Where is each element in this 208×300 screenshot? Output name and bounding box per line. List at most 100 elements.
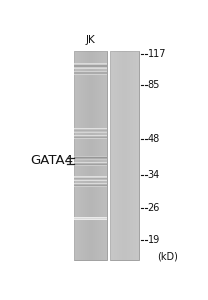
Bar	[74, 179, 107, 180]
Bar	[98, 51, 99, 260]
Bar	[94, 51, 95, 260]
Bar	[105, 51, 107, 260]
Bar	[74, 162, 107, 163]
Bar	[101, 51, 102, 260]
Bar	[81, 51, 82, 260]
Bar	[74, 131, 107, 132]
Bar	[74, 158, 107, 159]
Bar	[123, 51, 124, 260]
Bar	[74, 217, 107, 218]
Bar	[104, 51, 105, 260]
Bar	[74, 186, 107, 187]
Bar	[79, 51, 80, 260]
Bar	[74, 164, 107, 165]
Bar	[74, 163, 107, 164]
Bar	[74, 138, 107, 139]
Bar	[74, 137, 107, 138]
Bar	[74, 51, 76, 260]
Bar	[74, 51, 107, 260]
Bar	[74, 136, 107, 137]
Bar	[87, 51, 88, 260]
Bar	[74, 66, 107, 67]
Bar	[118, 51, 119, 260]
Text: 117: 117	[148, 50, 166, 59]
Bar	[133, 51, 134, 260]
Bar	[74, 218, 107, 219]
Bar	[74, 156, 107, 157]
Bar	[129, 51, 130, 260]
Bar	[74, 132, 107, 133]
Bar	[74, 128, 107, 129]
Bar	[121, 51, 122, 260]
Bar	[89, 51, 90, 260]
Bar	[74, 74, 107, 75]
Bar	[124, 51, 125, 260]
Bar	[136, 51, 137, 260]
Bar	[103, 51, 104, 260]
Bar	[76, 51, 77, 260]
Bar	[112, 51, 113, 260]
Bar	[132, 51, 133, 260]
Bar	[97, 51, 98, 260]
Bar	[74, 130, 107, 131]
Bar	[134, 51, 135, 260]
Bar	[84, 51, 85, 260]
Bar	[74, 180, 107, 181]
Bar	[93, 51, 94, 260]
Bar	[127, 51, 128, 260]
Text: (kD): (kD)	[157, 251, 178, 261]
Bar	[111, 51, 112, 260]
Bar	[130, 51, 131, 260]
Bar	[110, 51, 111, 260]
Bar	[77, 51, 78, 260]
Bar	[126, 51, 127, 260]
Text: 19: 19	[148, 236, 160, 245]
Bar	[100, 51, 101, 260]
Bar	[74, 176, 107, 177]
Bar	[74, 185, 107, 186]
Text: 26: 26	[148, 203, 160, 213]
Bar	[131, 51, 132, 260]
Bar	[119, 51, 120, 260]
Bar	[86, 51, 87, 260]
Bar	[135, 51, 136, 260]
Bar	[74, 68, 107, 69]
Bar	[74, 65, 107, 66]
Bar	[74, 129, 107, 130]
Bar	[74, 184, 107, 185]
Bar	[115, 51, 116, 260]
Bar	[74, 159, 107, 160]
Bar	[80, 51, 81, 260]
Bar	[128, 51, 129, 260]
Bar	[74, 72, 107, 73]
Bar	[92, 51, 93, 260]
Bar	[117, 51, 118, 260]
Bar	[120, 51, 121, 260]
Bar	[83, 51, 84, 260]
Bar	[78, 51, 79, 260]
Bar	[85, 51, 86, 260]
Bar	[138, 51, 139, 260]
Bar	[113, 51, 114, 260]
Bar	[74, 165, 107, 166]
Bar	[74, 135, 107, 136]
Text: JK: JK	[86, 35, 95, 45]
Text: 34: 34	[148, 169, 160, 180]
Bar	[90, 51, 92, 260]
Bar	[114, 51, 115, 260]
Bar	[99, 51, 100, 260]
Bar	[122, 51, 123, 260]
Bar	[95, 51, 96, 260]
Bar	[125, 51, 126, 260]
Bar	[82, 51, 83, 260]
Bar	[74, 183, 107, 184]
Bar	[96, 51, 97, 260]
Bar	[102, 51, 103, 260]
Text: 48: 48	[148, 134, 160, 144]
Bar	[74, 67, 107, 68]
Bar	[74, 178, 107, 179]
Bar	[74, 177, 107, 178]
Bar	[74, 157, 107, 158]
Bar	[137, 51, 138, 260]
Bar	[116, 51, 117, 260]
